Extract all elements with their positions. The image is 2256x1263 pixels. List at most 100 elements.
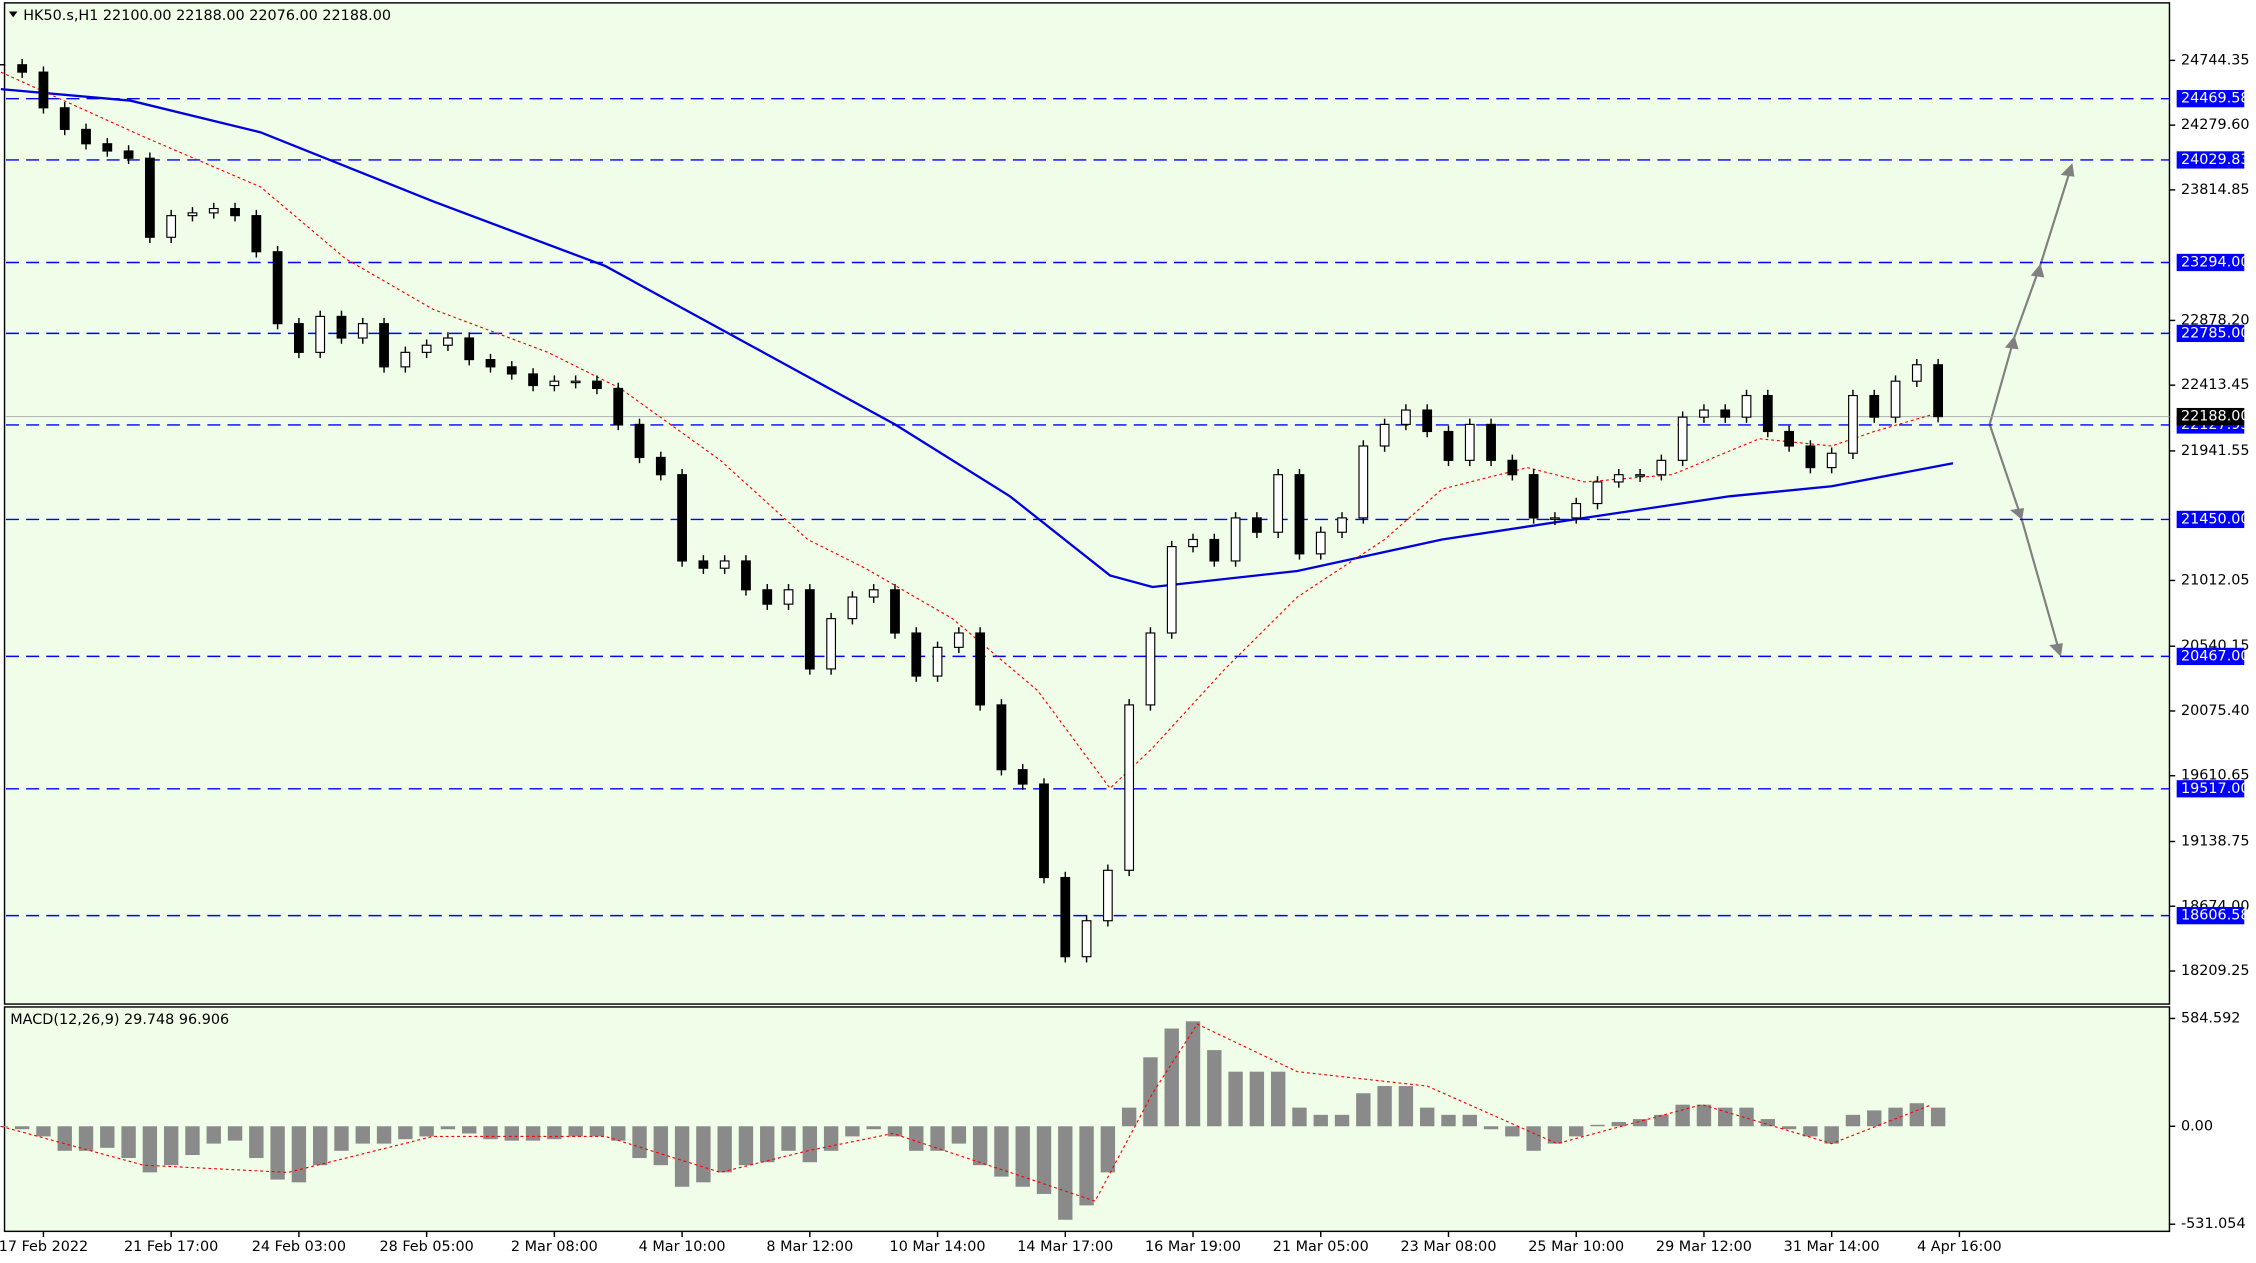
candle-body (719, 560, 730, 569)
candle-body (634, 423, 645, 458)
price-panel (3, 2, 2171, 1005)
candle-body (1720, 409, 1731, 418)
candle-body (1294, 474, 1305, 555)
candle-body (1358, 445, 1369, 519)
candle-body (485, 359, 496, 368)
level-label: 20467.00 (2181, 648, 2250, 664)
macd-bar (525, 1126, 541, 1141)
candle-body (208, 207, 219, 214)
candle-body (1039, 783, 1049, 879)
candle-body (996, 704, 1007, 771)
macd-bar (1632, 1119, 1648, 1127)
y-tick-label: 19610.65 (2181, 768, 2250, 784)
candle-body (1613, 474, 1624, 483)
macd-bar (206, 1126, 221, 1144)
macd-bar (1185, 1021, 1201, 1127)
y-tick-label: 19138.75 (2181, 833, 2250, 849)
macd-bar (930, 1126, 945, 1151)
candle-body (1741, 394, 1752, 418)
candle-body (59, 107, 70, 130)
macd-bar (1803, 1126, 1818, 1137)
x-tick-label: 29 Mar 12:00 (1656, 1239, 1752, 1255)
y-tick-label: 23814.85 (2181, 182, 2250, 198)
macd-bar (419, 1126, 434, 1137)
macd-bar (1313, 1114, 1328, 1127)
x-tick-label: 28 Feb 05:00 (379, 1239, 473, 1255)
macd-bar (270, 1126, 285, 1180)
candle-body (251, 215, 262, 253)
candle-body (1081, 920, 1092, 958)
candle-body (1464, 423, 1475, 461)
candle-body (570, 380, 581, 384)
macd-bar (398, 1126, 413, 1140)
x-tick-label: 8 Mar 12:00 (766, 1239, 853, 1255)
candle-body (1677, 416, 1688, 461)
macd-bar (1483, 1126, 1499, 1130)
macd-bar (653, 1126, 668, 1166)
candle-body (655, 456, 666, 476)
candle-body (1188, 538, 1198, 548)
moving-average (0, 87, 1954, 589)
macd-bar (462, 1126, 477, 1134)
macd-bar (100, 1126, 115, 1148)
macd-bar (1760, 1119, 1776, 1127)
macd-bar (1824, 1126, 1839, 1144)
candle-body (1890, 380, 1901, 418)
candle-body (1209, 538, 1220, 562)
candle-body (1571, 502, 1582, 519)
x-tick-label: 14 Mar 17:00 (1017, 1239, 1113, 1255)
candle-body (187, 212, 198, 217)
macd-bar (674, 1126, 690, 1187)
x-tick-label: 4 Apr 16:00 (1917, 1239, 2002, 1255)
candle-body (102, 143, 113, 152)
macd-bar (185, 1126, 200, 1156)
candle-body (1592, 481, 1603, 505)
candle-body (1762, 394, 1773, 433)
macd-bar (1270, 1071, 1286, 1127)
macd-bar (57, 1126, 72, 1151)
menu-arrow[interactable] (8, 11, 18, 18)
level-label-box (2176, 647, 2245, 666)
level-label-box (2176, 324, 2245, 343)
candle-body (847, 596, 858, 620)
candle-body (1656, 459, 1667, 476)
candle-body (890, 589, 900, 634)
x-tick-label: 23 Mar 08:00 (1400, 1239, 1496, 1255)
candle-body (677, 474, 687, 562)
candle-body (1805, 445, 1816, 469)
level-label-box (2176, 510, 2245, 529)
candle-body (421, 344, 432, 353)
macd-bar (866, 1126, 881, 1130)
macd-bar (1249, 1071, 1265, 1127)
macd-bar (334, 1126, 349, 1151)
candle-body (1933, 364, 1944, 418)
candle-body (1315, 531, 1326, 555)
macd-bar (1377, 1086, 1392, 1127)
candle-body (17, 64, 28, 73)
macd-bar (291, 1126, 307, 1183)
macd-bar (1590, 1124, 1605, 1127)
macd-bar (1909, 1103, 1925, 1127)
macd-bar (696, 1126, 711, 1183)
macd-bar (1058, 1126, 1073, 1220)
candle-body (613, 387, 624, 425)
candle-body (1507, 459, 1518, 476)
level-label: 24469.58 (2181, 91, 2250, 107)
y-tick-label: 24744.35 (2181, 52, 2250, 68)
macd-bar (1930, 1107, 1946, 1127)
candle-body (783, 589, 794, 605)
x-tick-label: 2 Mar 08:00 (511, 1239, 598, 1255)
level-label: 22785.00 (2181, 325, 2250, 341)
macd-bar (1739, 1107, 1754, 1127)
level-label-box (2176, 90, 2245, 108)
macd-bar (1121, 1107, 1137, 1127)
candle-body (1060, 876, 1071, 958)
candle-body (911, 632, 922, 677)
macd-bar (440, 1126, 456, 1130)
macd-bar (611, 1126, 626, 1141)
candle-body (1848, 394, 1858, 454)
y-tick-label: 18209.25 (2181, 963, 2250, 979)
macd-bar (78, 1126, 94, 1151)
candle-body (868, 589, 879, 598)
